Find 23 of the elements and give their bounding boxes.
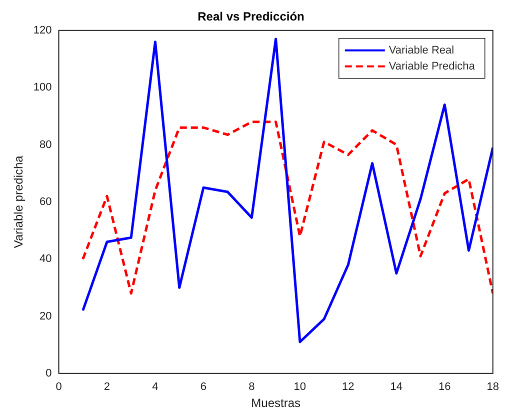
y-tick-label: 100 [33, 82, 52, 94]
y-axis-title: Variable predicha [12, 155, 26, 248]
y-tick-label: 60 [40, 196, 52, 208]
x-axis-title: Muestras [251, 396, 300, 410]
y-tick-label: 80 [40, 138, 52, 151]
x-tick-label: 10 [294, 381, 306, 394]
x-tick-label: 2 [104, 381, 110, 394]
x-tick-label: 0 [56, 381, 62, 394]
chart-title: Real vs Predicción [198, 10, 304, 24]
x-tick-label: 8 [248, 381, 255, 394]
y-tick-label: 20 [40, 310, 52, 322]
y-tick-label: 40 [40, 253, 52, 266]
x-tick-label: 14 [390, 381, 403, 394]
legend-label: Variable Real [388, 44, 454, 56]
x-tick-label: 4 [152, 381, 158, 394]
y-tick-label: 0 [46, 367, 52, 380]
line-series [82, 120, 493, 295]
x-tick-label: 6 [200, 381, 207, 394]
x-tick-label: 12 [342, 381, 354, 394]
y-tick-label: 120 [33, 24, 52, 36]
legend-label: Variable Predicha [388, 60, 476, 72]
x-tick-label: 16 [438, 381, 451, 394]
x-tick-label: 18 [486, 381, 500, 394]
